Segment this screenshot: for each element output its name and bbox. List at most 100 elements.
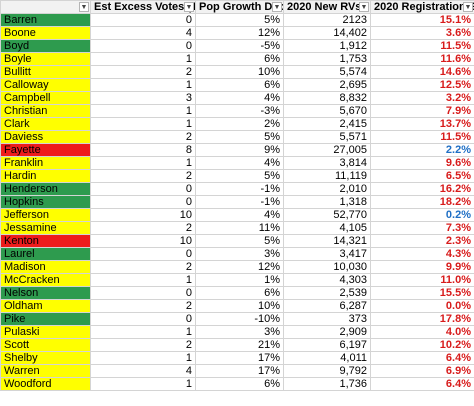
cell-registration-share[interactable]: 7.9% (370, 104, 474, 118)
cell-excess-votes[interactable]: 1 (90, 78, 196, 92)
cell-registration-share[interactable]: 2.2% (370, 143, 474, 157)
cell-pop-growth[interactable]: -3% (195, 104, 284, 118)
filter-dropdown-icon[interactable]: ▼ (359, 2, 369, 12)
cell-new-rvs[interactable]: 3,417 (283, 247, 371, 261)
cell-registration-share[interactable]: 14.6% (370, 65, 474, 79)
cell-new-rvs[interactable]: 4,011 (283, 351, 371, 365)
cell-new-rvs[interactable]: 9,792 (283, 364, 371, 378)
cell-excess-votes[interactable]: 1 (90, 117, 196, 131)
cell-new-rvs[interactable]: 4,105 (283, 221, 371, 235)
cell-county[interactable]: Kenton (0, 234, 91, 248)
cell-excess-votes[interactable]: 3 (90, 91, 196, 105)
header-new-rvs[interactable]: 2020 New RVs ▼ (283, 0, 371, 14)
cell-new-rvs[interactable]: 1,736 (283, 377, 371, 391)
cell-new-rvs[interactable]: 5,670 (283, 104, 371, 118)
cell-pop-growth[interactable]: 4% (195, 156, 284, 170)
cell-county[interactable]: Fayette (0, 143, 91, 157)
cell-excess-votes[interactable]: 2 (90, 169, 196, 183)
cell-excess-votes[interactable]: 8 (90, 143, 196, 157)
cell-pop-growth[interactable]: 3% (195, 325, 284, 339)
cell-county[interactable]: Oldham (0, 299, 91, 313)
cell-new-rvs[interactable]: 14,402 (283, 26, 371, 40)
cell-new-rvs[interactable]: 27,005 (283, 143, 371, 157)
cell-pop-growth[interactable]: 4% (195, 91, 284, 105)
header-county[interactable]: ▼ (0, 0, 91, 14)
cell-registration-share[interactable]: 13.7% (370, 117, 474, 131)
cell-pop-growth[interactable]: 9% (195, 143, 284, 157)
cell-county[interactable]: Hardin (0, 169, 91, 183)
cell-excess-votes[interactable]: 0 (90, 195, 196, 209)
cell-pop-growth[interactable]: 17% (195, 351, 284, 365)
cell-registration-share[interactable]: 4.0% (370, 325, 474, 339)
cell-excess-votes[interactable]: 1 (90, 104, 196, 118)
cell-new-rvs[interactable]: 373 (283, 312, 371, 326)
cell-pop-growth[interactable]: 6% (195, 52, 284, 66)
cell-pop-growth[interactable]: 6% (195, 78, 284, 92)
cell-new-rvs[interactable]: 11,119 (283, 169, 371, 183)
cell-county[interactable]: Franklin (0, 156, 91, 170)
cell-excess-votes[interactable]: 1 (90, 52, 196, 66)
cell-excess-votes[interactable]: 2 (90, 338, 196, 352)
cell-registration-share[interactable]: 12.5% (370, 78, 474, 92)
cell-pop-growth[interactable]: 6% (195, 286, 284, 300)
cell-excess-votes[interactable]: 0 (90, 247, 196, 261)
cell-excess-votes[interactable]: 0 (90, 182, 196, 196)
cell-registration-share[interactable]: 0.0% (370, 299, 474, 313)
cell-excess-votes[interactable]: 1 (90, 325, 196, 339)
cell-excess-votes[interactable]: 10 (90, 234, 196, 248)
cell-new-rvs[interactable]: 2,415 (283, 117, 371, 131)
cell-excess-votes[interactable]: 2 (90, 299, 196, 313)
cell-pop-growth[interactable]: 5% (195, 130, 284, 144)
cell-registration-share[interactable]: 15.5% (370, 286, 474, 300)
cell-county[interactable]: Henderson (0, 182, 91, 196)
cell-registration-share[interactable]: 9.9% (370, 260, 474, 274)
cell-pop-growth[interactable]: -1% (195, 182, 284, 196)
cell-pop-growth[interactable]: 12% (195, 26, 284, 40)
cell-registration-share[interactable]: 11.5% (370, 39, 474, 53)
cell-registration-share[interactable]: 0.2% (370, 208, 474, 222)
cell-county[interactable]: Hopkins (0, 195, 91, 209)
cell-pop-growth[interactable]: 17% (195, 364, 284, 378)
filter-dropdown-icon[interactable]: ▼ (79, 2, 89, 12)
cell-county[interactable]: Jessamine (0, 221, 91, 235)
cell-pop-growth[interactable]: -1% (195, 195, 284, 209)
cell-pop-growth[interactable]: -5% (195, 39, 284, 53)
cell-county[interactable]: Laurel (0, 247, 91, 261)
cell-new-rvs[interactable]: 8,832 (283, 91, 371, 105)
cell-registration-share[interactable]: 6.4% (370, 351, 474, 365)
cell-pop-growth[interactable]: 10% (195, 65, 284, 79)
cell-excess-votes[interactable]: 2 (90, 65, 196, 79)
cell-registration-share[interactable]: 6.4% (370, 377, 474, 391)
cell-county[interactable]: McCracken (0, 273, 91, 287)
cell-new-rvs[interactable]: 4,303 (283, 273, 371, 287)
cell-excess-votes[interactable]: 4 (90, 26, 196, 40)
cell-excess-votes[interactable]: 1 (90, 273, 196, 287)
cell-new-rvs[interactable]: 1,753 (283, 52, 371, 66)
cell-pop-growth[interactable]: 21% (195, 338, 284, 352)
header-excess-votes[interactable]: Est Excess Votes (1000▼ (90, 0, 196, 14)
cell-county[interactable]: Bullitt (0, 65, 91, 79)
cell-registration-share[interactable]: 9.6% (370, 156, 474, 170)
cell-registration-share[interactable]: 18.2% (370, 195, 474, 209)
cell-pop-growth[interactable]: 4% (195, 208, 284, 222)
cell-county[interactable]: Warren (0, 364, 91, 378)
cell-pop-growth[interactable]: 5% (195, 234, 284, 248)
cell-new-rvs[interactable]: 3,814 (283, 156, 371, 170)
cell-registration-share[interactable]: 16.2% (370, 182, 474, 196)
cell-registration-share[interactable]: 15.1% (370, 13, 474, 27)
cell-county[interactable]: Clark (0, 117, 91, 131)
cell-county[interactable]: Calloway (0, 78, 91, 92)
cell-new-rvs[interactable]: 10,030 (283, 260, 371, 274)
cell-excess-votes[interactable]: 0 (90, 13, 196, 27)
cell-new-rvs[interactable]: 2,010 (283, 182, 371, 196)
cell-excess-votes[interactable]: 1 (90, 156, 196, 170)
cell-excess-votes[interactable]: 1 (90, 351, 196, 365)
cell-new-rvs[interactable]: 2,695 (283, 78, 371, 92)
cell-county[interactable]: Shelby (0, 351, 91, 365)
cell-excess-votes[interactable]: 1 (90, 377, 196, 391)
cell-new-rvs[interactable]: 6,197 (283, 338, 371, 352)
cell-new-rvs[interactable]: 1,318 (283, 195, 371, 209)
cell-new-rvs[interactable]: 6,287 (283, 299, 371, 313)
cell-excess-votes[interactable]: 2 (90, 221, 196, 235)
cell-registration-share[interactable]: 3.2% (370, 91, 474, 105)
